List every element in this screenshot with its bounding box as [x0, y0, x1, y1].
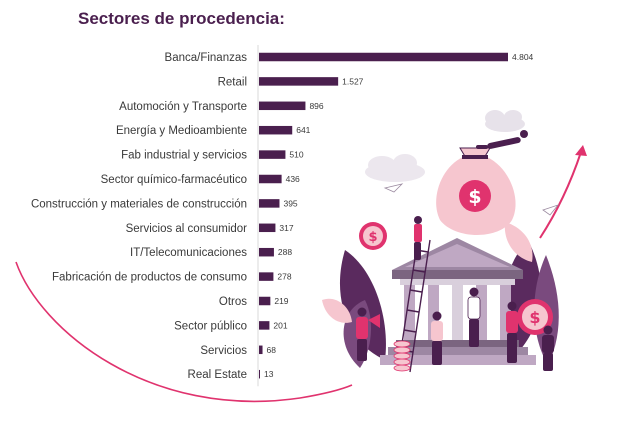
value-label: 510 [289, 150, 303, 160]
value-label: 1.527 [342, 76, 364, 86]
bar [259, 321, 270, 330]
value-label: 317 [279, 223, 293, 233]
dollar-coin-icon: $ [517, 299, 553, 335]
value-label: 68 [267, 345, 277, 355]
coin-stack [393, 340, 411, 372]
category-label: Otros [219, 296, 247, 308]
svg-text:$: $ [529, 308, 540, 327]
value-label: 13 [264, 369, 274, 379]
bar [259, 345, 263, 355]
person-figure [542, 325, 554, 371]
bar [259, 247, 274, 257]
category-label: Banca/Finanzas [165, 52, 248, 64]
value-label: 641 [296, 125, 310, 135]
paper-plane-icon [542, 204, 560, 216]
decorative-swoosh [15, 261, 353, 403]
growth-arrow-icon [539, 145, 587, 239]
value-label: 288 [278, 247, 292, 257]
category-label: Fab industrial y servicios [121, 150, 247, 162]
bar [259, 52, 508, 62]
bar [259, 77, 339, 86]
bank-building-icon [380, 238, 536, 365]
dollar-coin-icon: $ [359, 222, 387, 250]
category-label: Servicios al consumidor [126, 223, 248, 235]
bar [259, 125, 293, 135]
category-label: Sector público [174, 320, 247, 332]
bar [259, 150, 286, 159]
category-label: IT/Telecomunicaciones [130, 247, 247, 259]
person-figure [414, 216, 422, 260]
category-label: Automoción y Transporte [119, 101, 247, 113]
svg-text:$: $ [468, 186, 481, 208]
category-label: Energía y Medioambiente [116, 125, 247, 137]
person-figure [506, 301, 518, 363]
category-label: Retail [218, 76, 247, 88]
person-figure [476, 130, 528, 149]
bar [259, 369, 260, 379]
bar [259, 272, 274, 281]
value-label: 219 [274, 296, 288, 306]
paper-plane-icon [383, 183, 404, 193]
bar [259, 174, 282, 184]
value-label: 395 [283, 198, 297, 208]
value-label: 201 [273, 320, 287, 330]
value-label: 436 [286, 174, 300, 184]
svg-text:$: $ [368, 230, 377, 245]
person-figure [431, 311, 443, 365]
category-label: Servicios [200, 345, 247, 357]
category-label: Fabricación de productos de consumo [52, 272, 247, 284]
value-label: 4.804 [512, 52, 534, 62]
value-label: 896 [309, 101, 323, 111]
chart-title: Sectores de procedencia: [78, 9, 285, 28]
category-label: Real Estate [188, 369, 247, 381]
money-bag-icon: $ [436, 147, 516, 235]
category-label: Construcción y materiales de construcció… [31, 198, 247, 210]
cloud-icon [365, 154, 425, 182]
bar [259, 199, 280, 208]
category-label: Sector químico-farmacéutico [101, 174, 247, 186]
bar [259, 223, 276, 233]
bar [259, 296, 271, 306]
person-figure [467, 287, 481, 347]
bar [259, 101, 306, 111]
person-figure [356, 307, 380, 361]
cloud-icon [485, 110, 525, 132]
value-label: 278 [277, 272, 291, 282]
